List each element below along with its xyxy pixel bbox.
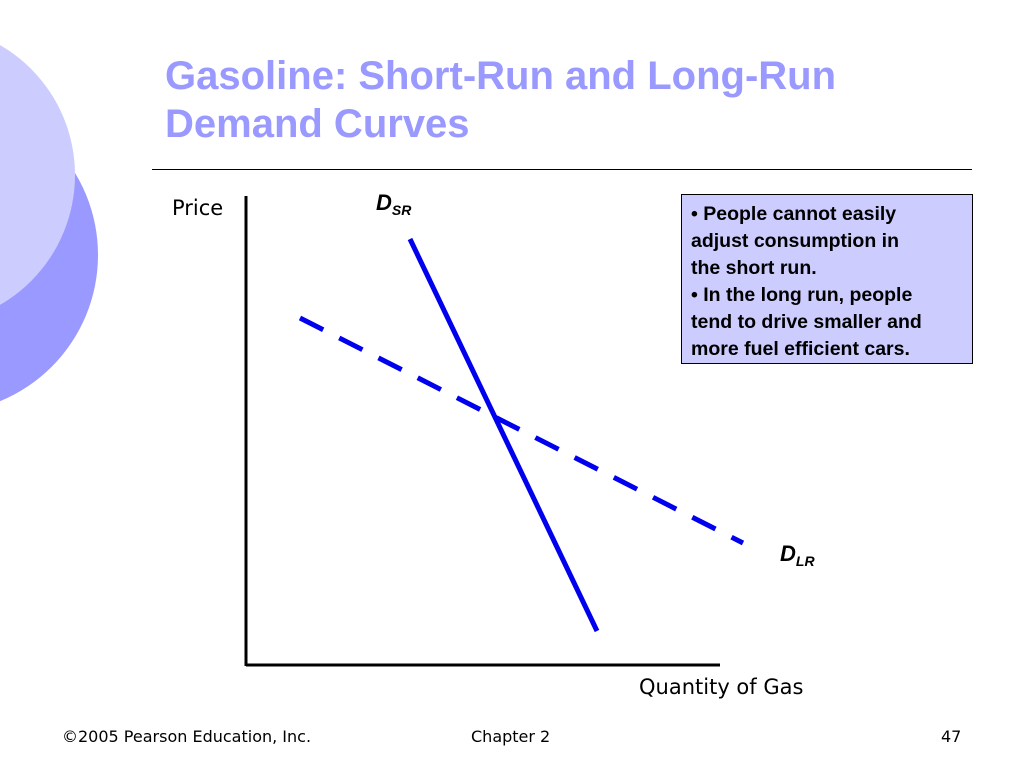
decorative-circles <box>0 45 98 402</box>
long-run-curve-label: DLR <box>780 541 815 569</box>
note-line: tend to drive smaller and <box>691 311 922 333</box>
x-axis-label: Quantity of Gas <box>639 675 804 699</box>
y-axis-label: Price <box>172 196 224 220</box>
slide-title-line-2: Demand Curves <box>165 102 470 146</box>
footer-page-number: 47 <box>941 727 962 746</box>
long-run-label-main: D <box>780 541 796 566</box>
slide-title: Gasoline: Short-Run and Long-Run Demand … <box>165 52 985 148</box>
footer-copyright: ©2005 Pearson Education, Inc. <box>62 727 312 746</box>
short-run-label-main: D <box>376 190 392 215</box>
long-run-label-subscript: LR <box>795 553 815 569</box>
long-run-demand-curve <box>298 315 745 546</box>
slide-title-line-1: Gasoline: Short-Run and Long-Run <box>165 54 837 98</box>
short-run-label-subscript: SR <box>391 202 412 218</box>
note-line: • In the long run, people <box>691 284 913 306</box>
note-line: adjust consumption in <box>691 230 899 252</box>
note-line: the short run. <box>691 257 817 279</box>
note-line: more fuel efficient cars. <box>691 338 910 360</box>
note-line: • People cannot easily <box>691 203 897 225</box>
decorative-circle-light <box>0 45 75 305</box>
explanation-note-box: • People cannot easily adjust consumptio… <box>681 194 973 364</box>
short-run-demand-curve <box>407 237 600 633</box>
short-run-curve-label: DSR <box>376 190 411 218</box>
footer-chapter: Chapter 2 <box>471 727 551 746</box>
title-divider <box>152 169 972 170</box>
